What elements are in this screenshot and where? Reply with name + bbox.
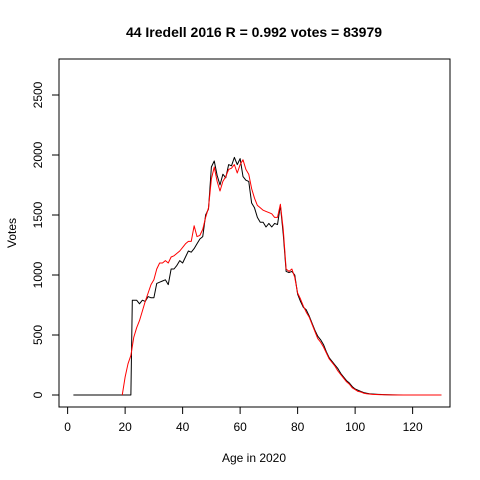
y-tick-label: 2000 bbox=[31, 141, 45, 168]
series-line-2 bbox=[121, 159, 442, 396]
x-tick-label: 60 bbox=[233, 420, 247, 434]
x-tick-label: 40 bbox=[176, 420, 190, 434]
x-axis-label: Age in 2020 bbox=[222, 451, 286, 465]
y-tick-label: 1000 bbox=[31, 261, 45, 288]
y-tick-label: 1500 bbox=[31, 201, 45, 228]
y-tick-label: 500 bbox=[31, 325, 45, 345]
x-tick-label: 80 bbox=[291, 420, 305, 434]
x-tick-label: 20 bbox=[118, 420, 132, 434]
y-tick-label: 0 bbox=[31, 391, 45, 398]
series-layer bbox=[73, 156, 442, 396]
chart-title: 44 Iredell 2016 R = 0.992 votes = 83979 bbox=[126, 24, 382, 40]
series-line-1 bbox=[73, 156, 442, 396]
y-axis: 0 500 1000 1500 2000 2500 bbox=[31, 81, 60, 398]
x-tick-label: 100 bbox=[345, 420, 365, 434]
x-axis: 0 20 40 60 80 100 120 bbox=[64, 406, 423, 434]
plot-frame bbox=[58, 58, 451, 408]
x-tick-label: 120 bbox=[403, 420, 423, 434]
y-axis-label: Votes bbox=[5, 218, 19, 248]
x-tick-label: 0 bbox=[64, 420, 71, 434]
y-tick-label: 2500 bbox=[31, 81, 45, 108]
